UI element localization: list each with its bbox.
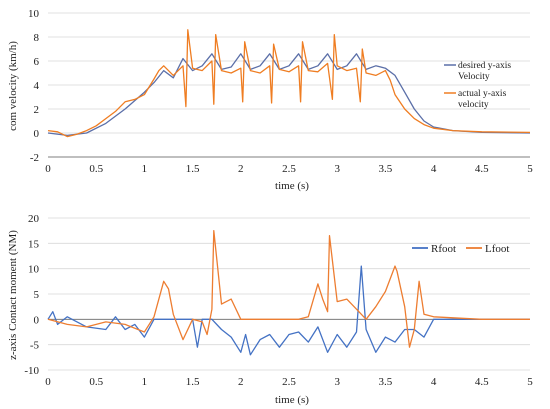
contact-moment-chart-x-tick-label: 2 bbox=[238, 376, 244, 388]
velocity-chart-y-tick-label: 6 bbox=[34, 56, 40, 68]
velocity-chart-y-tick-label: 10 bbox=[28, 8, 40, 20]
velocity-chart-x-tick-label: 3.5 bbox=[379, 163, 393, 175]
velocity-chart-y-tick-label: 8 bbox=[34, 32, 40, 44]
contact-moment-chart: 0 0.5 1 1.5 2 2.5 3 3.5 4 4.5 5 -10 -5 0 5 10 15 20 time… bbox=[7, 213, 533, 406]
contact-moment-chart-x-tick-label: 5 bbox=[527, 376, 533, 388]
velocity-chart-y-ticks: -2 0 2 4 6 8 10 bbox=[28, 8, 40, 164]
contact-moment-chart-x-tick-label: 1 bbox=[142, 376, 148, 388]
contact-moment-chart-y-tick-label: 5 bbox=[34, 289, 40, 301]
contact-moment-chart-series-lfoot bbox=[47, 230, 530, 348]
contact-moment-chart-y-tick-label: 20 bbox=[28, 213, 40, 225]
velocity-chart: 0 0.5 1 1.5 2 2.5 3 3.5 4 4.5 5 -2 0 2 4 6 8 10 time (s)… bbox=[7, 8, 533, 192]
legend-label-actual-line2: velocity bbox=[458, 100, 489, 110]
contact-moment-chart-x-axis-label: time (s) bbox=[275, 394, 309, 406]
velocity-chart-y-axis-label: com velocity (km/h) bbox=[7, 41, 19, 131]
velocity-chart-x-tick-label: 5 bbox=[527, 163, 533, 175]
contact-moment-chart-legend: Rfoot Lfoot bbox=[412, 243, 509, 255]
contact-moment-chart-y-tick-label: -5 bbox=[30, 340, 40, 352]
velocity-chart-y-tick-label: -2 bbox=[30, 152, 39, 164]
contact-moment-chart-y-tick-label: 10 bbox=[28, 264, 40, 276]
contact-moment-chart-y-tick-label: -10 bbox=[24, 365, 39, 377]
velocity-chart-grid bbox=[48, 12, 530, 158]
legend-label-desired-line1: desired y-axis bbox=[458, 61, 511, 71]
legend-label-rfoot: Rfoot bbox=[431, 243, 456, 255]
velocity-chart-series-actual bbox=[47, 29, 531, 138]
velocity-chart-legend: desired y-axis Velocity actual y-axis ve… bbox=[444, 61, 511, 110]
contact-moment-chart-x-tick-label: 1.5 bbox=[186, 376, 200, 388]
contact-moment-chart-grid bbox=[48, 217, 530, 371]
velocity-chart-x-axis-label: time (s) bbox=[275, 180, 309, 192]
velocity-chart-x-tick-label: 1.5 bbox=[186, 163, 200, 175]
velocity-chart-x-tick-label: 3 bbox=[334, 163, 340, 175]
contact-moment-chart-x-tick-label: 3 bbox=[334, 376, 340, 388]
velocity-chart-x-tick-label: 2 bbox=[238, 163, 244, 175]
contact-moment-chart-x-tick-label: 4.5 bbox=[475, 376, 489, 388]
contact-moment-chart-x-tick-label: 0 bbox=[45, 376, 51, 388]
contact-moment-chart-series bbox=[47, 230, 530, 356]
contact-moment-chart-y-tick-label: 15 bbox=[28, 238, 40, 250]
velocity-chart-x-tick-label: 0.5 bbox=[89, 163, 103, 175]
contact-moment-chart-y-axis-label: z-axis Contact moment (NM) bbox=[7, 230, 19, 360]
velocity-chart-y-tick-label: 0 bbox=[34, 128, 40, 140]
contact-moment-chart-x-ticks: 0 0.5 1 1.5 2 2.5 3 3.5 4 4.5 5 bbox=[45, 376, 533, 388]
velocity-chart-x-tick-label: 0 bbox=[45, 163, 51, 175]
velocity-chart-series bbox=[47, 29, 531, 138]
contact-moment-chart-y-ticks: -10 -5 0 5 10 15 20 bbox=[24, 213, 39, 377]
legend-label-lfoot: Lfoot bbox=[485, 243, 509, 255]
velocity-chart-y-tick-label: 2 bbox=[34, 104, 40, 116]
velocity-chart-x-tick-label: 2.5 bbox=[282, 163, 296, 175]
contact-moment-chart-series-rfoot bbox=[47, 265, 530, 356]
velocity-chart-x-tick-label: 1 bbox=[142, 163, 148, 175]
contact-moment-chart-y-tick-label: 0 bbox=[34, 314, 40, 326]
contact-moment-chart-x-tick-label: 3.5 bbox=[379, 376, 393, 388]
velocity-chart-x-tick-label: 4 bbox=[431, 163, 437, 175]
legend-label-desired-line2: Velocity bbox=[458, 72, 490, 82]
contact-moment-chart-x-tick-label: 2.5 bbox=[282, 376, 296, 388]
contact-moment-chart-x-tick-label: 4 bbox=[431, 376, 437, 388]
velocity-chart-x-tick-label: 4.5 bbox=[475, 163, 489, 175]
legend-label-actual-line1: actual y-axis bbox=[458, 89, 507, 99]
velocity-chart-x-ticks: 0 0.5 1 1.5 2 2.5 3 3.5 4 4.5 5 bbox=[45, 163, 533, 175]
velocity-chart-y-tick-label: 4 bbox=[34, 80, 40, 92]
contact-moment-chart-x-tick-label: 0.5 bbox=[89, 376, 103, 388]
